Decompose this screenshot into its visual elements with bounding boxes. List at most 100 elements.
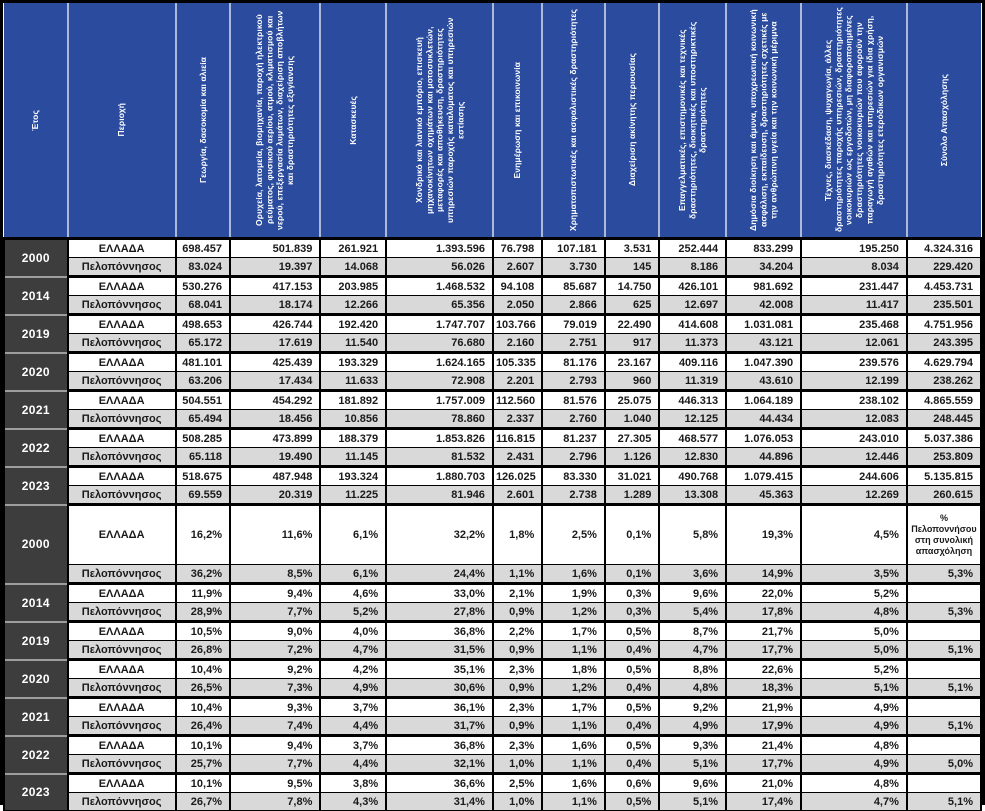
table-row: Πελοπόννησος 26,7% 7,8% 4,3% 31,4% 1,0% 1,1% 0,… — [4, 792, 983, 811]
header-professional-scientific: Επαγγελματικές, επιστημονικές και τεχνικ… — [659, 3, 728, 240]
value-cell: 9,6% — [658, 772, 728, 793]
value-cell: 426.101 — [658, 275, 728, 296]
value-cell: 1.047.390 — [725, 351, 803, 372]
region-cell: ΕΛΛΑΔΑ — [66, 620, 177, 641]
value-cell: 4,9% — [800, 696, 908, 717]
value-cell: 2,5% — [491, 772, 544, 793]
value-cell: 0,4% — [603, 754, 661, 774]
value-cell: 235.468 — [800, 313, 908, 334]
value-cell: 243.395 — [905, 333, 983, 353]
value-cell: 238.262 — [905, 371, 983, 391]
region-cell: Πελοπόννησος — [66, 792, 177, 811]
year-cell: 2019 — [3, 313, 69, 353]
value-cell: 12.269 — [800, 485, 908, 505]
value-cell: 917 — [603, 333, 661, 353]
table-header: Έτος Περιοχή Γεωργία, δασοκομία και αλιε… — [4, 3, 981, 240]
value-cell: 4,4% — [319, 754, 388, 774]
value-cell: 31,4% — [385, 792, 494, 811]
table-row: 2019 ΕΛΛΑΔΑ 10,5% 9,0% 4,0% 36,8% 2,2% 1,7% 0,5%… — [3, 620, 983, 660]
value-cell: 11.417 — [800, 295, 908, 315]
value-cell: 181.892 — [319, 389, 388, 410]
year-cell: 2021 — [3, 696, 69, 736]
header-agriculture-label: Γεωργία, δασοκομία και αλιεία — [197, 56, 208, 184]
value-cell: 0,5% — [603, 734, 661, 755]
value-cell: 12.199 — [800, 371, 908, 391]
value-cell: 12.083 — [800, 409, 908, 429]
value-cell: 22,6% — [725, 658, 803, 679]
value-cell: 1,2% — [541, 678, 606, 698]
value-cell: 9,5% — [228, 772, 322, 793]
value-cell: 76.680 — [385, 333, 494, 353]
value-cell: 11,9% — [174, 582, 231, 603]
value-cell: 17,4% — [725, 792, 803, 811]
value-cell: 14.750 — [603, 275, 661, 296]
value-cell: 1.747.707 — [385, 313, 494, 334]
value-cell: 5,1% — [658, 792, 728, 811]
value-cell: 43.610 — [725, 371, 803, 391]
value-cell: 31,7% — [385, 716, 494, 736]
value-cell: 0,9% — [491, 716, 544, 736]
table-row: Πελοπόννησος 26,4% 7,4% 4,4% 31,7% 0,9% 1,1% 0,… — [4, 716, 983, 736]
value-cell — [905, 620, 983, 641]
value-cell: 9,2% — [658, 696, 728, 717]
value-cell: 11.633 — [319, 371, 388, 391]
value-cell: 1,2% — [541, 602, 606, 622]
value-cell: 1.393.596 — [385, 237, 494, 258]
value-cell: 4,7% — [800, 792, 908, 811]
value-cell: 83.330 — [541, 465, 606, 486]
value-cell: 17,7% — [725, 754, 803, 774]
value-cell: 2.866 — [541, 295, 606, 315]
value-cell: 981.692 — [725, 275, 803, 296]
header-construction: Κατασκευές — [320, 3, 388, 240]
value-cell: 1,6% — [541, 564, 606, 584]
value-cell: 5,0% — [800, 640, 908, 660]
header-financial-insurance: Χρηματοπιστωτικές και ασφαλιστικές δραστ… — [542, 3, 606, 240]
value-cell: 4.751.956 — [905, 313, 983, 334]
value-cell: 10.856 — [319, 409, 388, 429]
value-cell: 498.653 — [174, 313, 231, 334]
value-cell: 1,8% — [541, 658, 606, 679]
header-region: Περιοχή — [67, 3, 177, 240]
header-trade-transport-accommodation-label: Χονδρικό και λιανικό εμπόριο, επισκευή μ… — [413, 17, 466, 223]
value-cell: 1,1% — [541, 754, 606, 774]
value-cell: 34.204 — [725, 257, 803, 277]
value-cell: 25,7% — [174, 754, 231, 774]
value-cell: 231.447 — [800, 275, 908, 296]
value-cell: 417.153 — [228, 275, 322, 296]
value-cell: 0,6% — [603, 772, 661, 793]
table-row: 2023 ΕΛΛΑΔΑ 10,1% 9,5% 3,8% 36,6% 2,5% 1,6% 0,6%… — [3, 772, 983, 811]
value-cell: 2.160 — [491, 333, 544, 353]
value-cell: 0,3% — [603, 602, 661, 622]
value-cell: 21,4% — [725, 734, 803, 755]
value-cell: 63.206 — [174, 371, 231, 391]
header-information-communication-label: Ενημέρωση και επικοινωνία — [512, 61, 523, 179]
value-cell: 5,3% — [905, 564, 983, 584]
value-cell: 5,2% — [319, 602, 388, 622]
header-trade-transport-accommodation: Χονδρικό και λιανικό εμπόριο, επισκευή μ… — [386, 3, 494, 240]
value-cell: 0,1% — [603, 564, 661, 584]
value-cell: 126.025 — [491, 465, 544, 486]
value-cell: 72.908 — [385, 371, 494, 391]
value-cell: 7,7% — [228, 754, 322, 774]
header-mining-industry-utilities-label: Ορυχεία, λατομεία, βιομηχανία, παροχή ηλ… — [254, 10, 296, 230]
value-cell: 2.751 — [541, 333, 606, 353]
value-cell: 501.839 — [228, 237, 322, 258]
value-cell: 4,7% — [319, 640, 388, 660]
region-cell: Πελοπόννησος — [66, 678, 177, 698]
value-cell: 1,0% — [491, 754, 544, 774]
value-cell: 36,8% — [385, 734, 494, 755]
table-row: 2000 ΕΛΛΑΔΑ 698.457 501.839 261.921 1.393.596… — [3, 237, 983, 277]
value-cell: 960 — [603, 371, 661, 391]
value-cell: 10,5% — [174, 620, 231, 641]
value-cell: 9,4% — [228, 734, 322, 755]
table-row: Πελοπόννησος 26,5% 7,3% 4,9% 30,6% 0,9% 1,2% 0,… — [4, 678, 983, 698]
value-cell: 3.531 — [603, 237, 661, 258]
pct-note-cell: % Πελοποννήσου στη συνολική απασχόληση — [905, 503, 983, 565]
region-cell: Πελοπόννησος — [66, 754, 177, 774]
value-cell: 409.116 — [658, 351, 728, 372]
value-cell: 30,6% — [385, 678, 494, 698]
value-cell: 244.606 — [800, 465, 908, 486]
value-cell: 454.292 — [228, 389, 322, 410]
value-cell: 25.075 — [603, 389, 661, 410]
value-cell: 1.624.165 — [385, 351, 494, 372]
